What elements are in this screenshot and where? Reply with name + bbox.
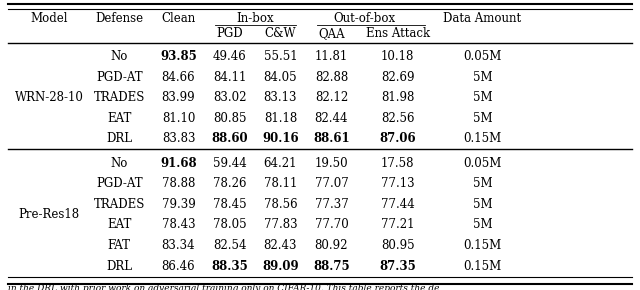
Text: 83.02: 83.02 <box>212 91 246 104</box>
Text: 82.54: 82.54 <box>212 239 246 252</box>
Text: TRADES: TRADES <box>93 198 145 211</box>
Text: 59.44: 59.44 <box>212 157 246 170</box>
Text: 5M: 5M <box>473 112 492 125</box>
Text: 49.46: 49.46 <box>212 50 246 63</box>
Text: 84.05: 84.05 <box>264 70 298 84</box>
Text: 77.70: 77.70 <box>315 218 348 231</box>
Text: 77.44: 77.44 <box>381 198 415 211</box>
Text: 87.06: 87.06 <box>380 132 416 145</box>
Text: WRN-28-10: WRN-28-10 <box>15 91 84 104</box>
Text: 77.07: 77.07 <box>315 177 348 190</box>
Text: No: No <box>111 157 128 170</box>
Text: 88.61: 88.61 <box>313 132 350 145</box>
Text: 80.85: 80.85 <box>212 112 246 125</box>
Text: 5M: 5M <box>473 218 492 231</box>
Text: 80.92: 80.92 <box>315 239 348 252</box>
Text: PGD-AT: PGD-AT <box>96 177 143 190</box>
Text: 78.56: 78.56 <box>264 198 298 211</box>
Text: 0.15M: 0.15M <box>463 239 502 252</box>
Text: 82.69: 82.69 <box>381 70 415 84</box>
Text: 77.83: 77.83 <box>264 218 298 231</box>
Text: In-box: In-box <box>236 12 274 25</box>
Text: 0.05M: 0.05M <box>463 157 502 170</box>
Text: 81.98: 81.98 <box>381 91 415 104</box>
Text: 83.13: 83.13 <box>264 91 297 104</box>
Text: No: No <box>111 50 128 63</box>
Text: 84.66: 84.66 <box>162 70 195 84</box>
Text: 79.39: 79.39 <box>162 198 195 211</box>
Text: 78.43: 78.43 <box>162 218 195 231</box>
Text: Ens Attack: Ens Attack <box>365 27 430 40</box>
Text: Model: Model <box>31 12 68 25</box>
Text: 82.56: 82.56 <box>381 112 415 125</box>
Text: 82.12: 82.12 <box>315 91 348 104</box>
Text: 17.58: 17.58 <box>381 157 415 170</box>
Text: DRL: DRL <box>106 132 132 145</box>
Text: in the DRL with prior work on adversarial training only on CIFAR-10. This table : in the DRL with prior work on adversaria… <box>8 284 439 290</box>
Text: PGD-AT: PGD-AT <box>96 70 143 84</box>
Text: 93.85: 93.85 <box>160 50 197 63</box>
Text: 0.15M: 0.15M <box>463 132 502 145</box>
Text: 83.83: 83.83 <box>162 132 195 145</box>
Text: 83.34: 83.34 <box>162 239 195 252</box>
Text: 80.95: 80.95 <box>381 239 415 252</box>
Text: 82.43: 82.43 <box>264 239 297 252</box>
Text: 0.05M: 0.05M <box>463 50 502 63</box>
Text: 90.16: 90.16 <box>262 132 299 145</box>
Text: QAA: QAA <box>318 27 345 40</box>
Text: 81.10: 81.10 <box>162 112 195 125</box>
Text: 84.11: 84.11 <box>213 70 246 84</box>
Text: C&W: C&W <box>265 27 296 40</box>
Text: Defense: Defense <box>95 12 143 25</box>
Text: 82.44: 82.44 <box>315 112 348 125</box>
Text: 11.81: 11.81 <box>315 50 348 63</box>
Text: EAT: EAT <box>107 112 131 125</box>
Text: 78.11: 78.11 <box>264 177 297 190</box>
Text: 87.35: 87.35 <box>380 260 416 273</box>
Text: 82.88: 82.88 <box>315 70 348 84</box>
Text: 10.18: 10.18 <box>381 50 415 63</box>
Text: 5M: 5M <box>473 91 492 104</box>
Text: 78.05: 78.05 <box>212 218 246 231</box>
Text: Pre-Res18: Pre-Res18 <box>19 208 80 221</box>
Text: 78.26: 78.26 <box>212 177 246 190</box>
Text: 88.75: 88.75 <box>313 260 350 273</box>
Text: 78.88: 78.88 <box>162 177 195 190</box>
Text: 5M: 5M <box>473 177 492 190</box>
Text: 91.68: 91.68 <box>160 157 197 170</box>
Text: 83.99: 83.99 <box>162 91 195 104</box>
Text: DRL: DRL <box>106 260 132 273</box>
Text: 77.13: 77.13 <box>381 177 415 190</box>
Text: 86.46: 86.46 <box>162 260 195 273</box>
Text: 78.45: 78.45 <box>212 198 246 211</box>
Text: 0.15M: 0.15M <box>463 260 502 273</box>
Text: 89.09: 89.09 <box>262 260 299 273</box>
Text: 19.50: 19.50 <box>315 157 348 170</box>
Text: EAT: EAT <box>107 218 131 231</box>
Text: 77.21: 77.21 <box>381 218 415 231</box>
Text: 81.18: 81.18 <box>264 112 297 125</box>
Text: 55.51: 55.51 <box>264 50 298 63</box>
Text: Clean: Clean <box>161 12 196 25</box>
Text: TRADES: TRADES <box>93 91 145 104</box>
Text: 88.35: 88.35 <box>211 260 248 273</box>
Text: Data Amount: Data Amount <box>444 12 522 25</box>
Text: 88.60: 88.60 <box>211 132 248 145</box>
Text: 77.37: 77.37 <box>315 198 348 211</box>
Text: FAT: FAT <box>108 239 131 252</box>
Text: 5M: 5M <box>473 70 492 84</box>
Text: 64.21: 64.21 <box>264 157 297 170</box>
Text: PGD: PGD <box>216 27 243 40</box>
Text: Out-of-box: Out-of-box <box>333 12 396 25</box>
Text: 5M: 5M <box>473 198 492 211</box>
